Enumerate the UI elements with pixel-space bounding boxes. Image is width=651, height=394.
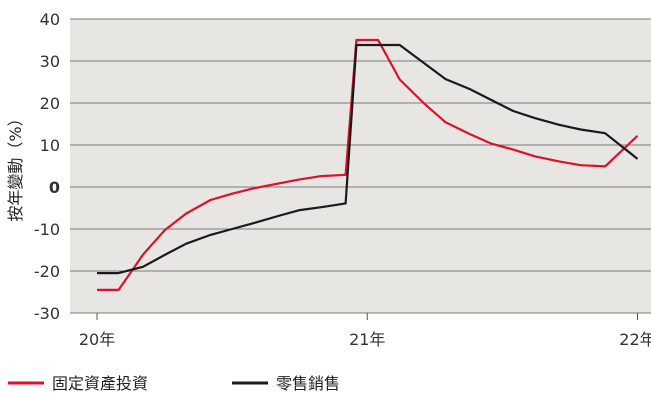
x-tick-label: 21年 <box>349 330 385 349</box>
plot-area <box>70 19 651 313</box>
y-tick-label: 20 <box>40 94 60 113</box>
y-tick-label: -10 <box>34 220 60 239</box>
y-tick-label: 0 <box>49 178 60 197</box>
y-tick-label: 40 <box>40 10 60 29</box>
series-line-retail-sales <box>97 43 639 275</box>
legend-label: 固定資產投資 <box>52 374 148 393</box>
x-tick-label: 22年 <box>619 330 651 349</box>
y-tick-label: 10 <box>40 136 60 155</box>
x-tick-label: 20年 <box>79 330 115 349</box>
y-tick-label: -30 <box>34 304 60 323</box>
y-axis-label: 按年變動（%） <box>6 110 25 221</box>
series-line-fixed-asset-investment <box>97 38 639 291</box>
y-tick-label: 30 <box>40 52 60 71</box>
y-tick-label: -20 <box>34 262 60 281</box>
legend-label: 零售銷售 <box>276 374 340 393</box>
